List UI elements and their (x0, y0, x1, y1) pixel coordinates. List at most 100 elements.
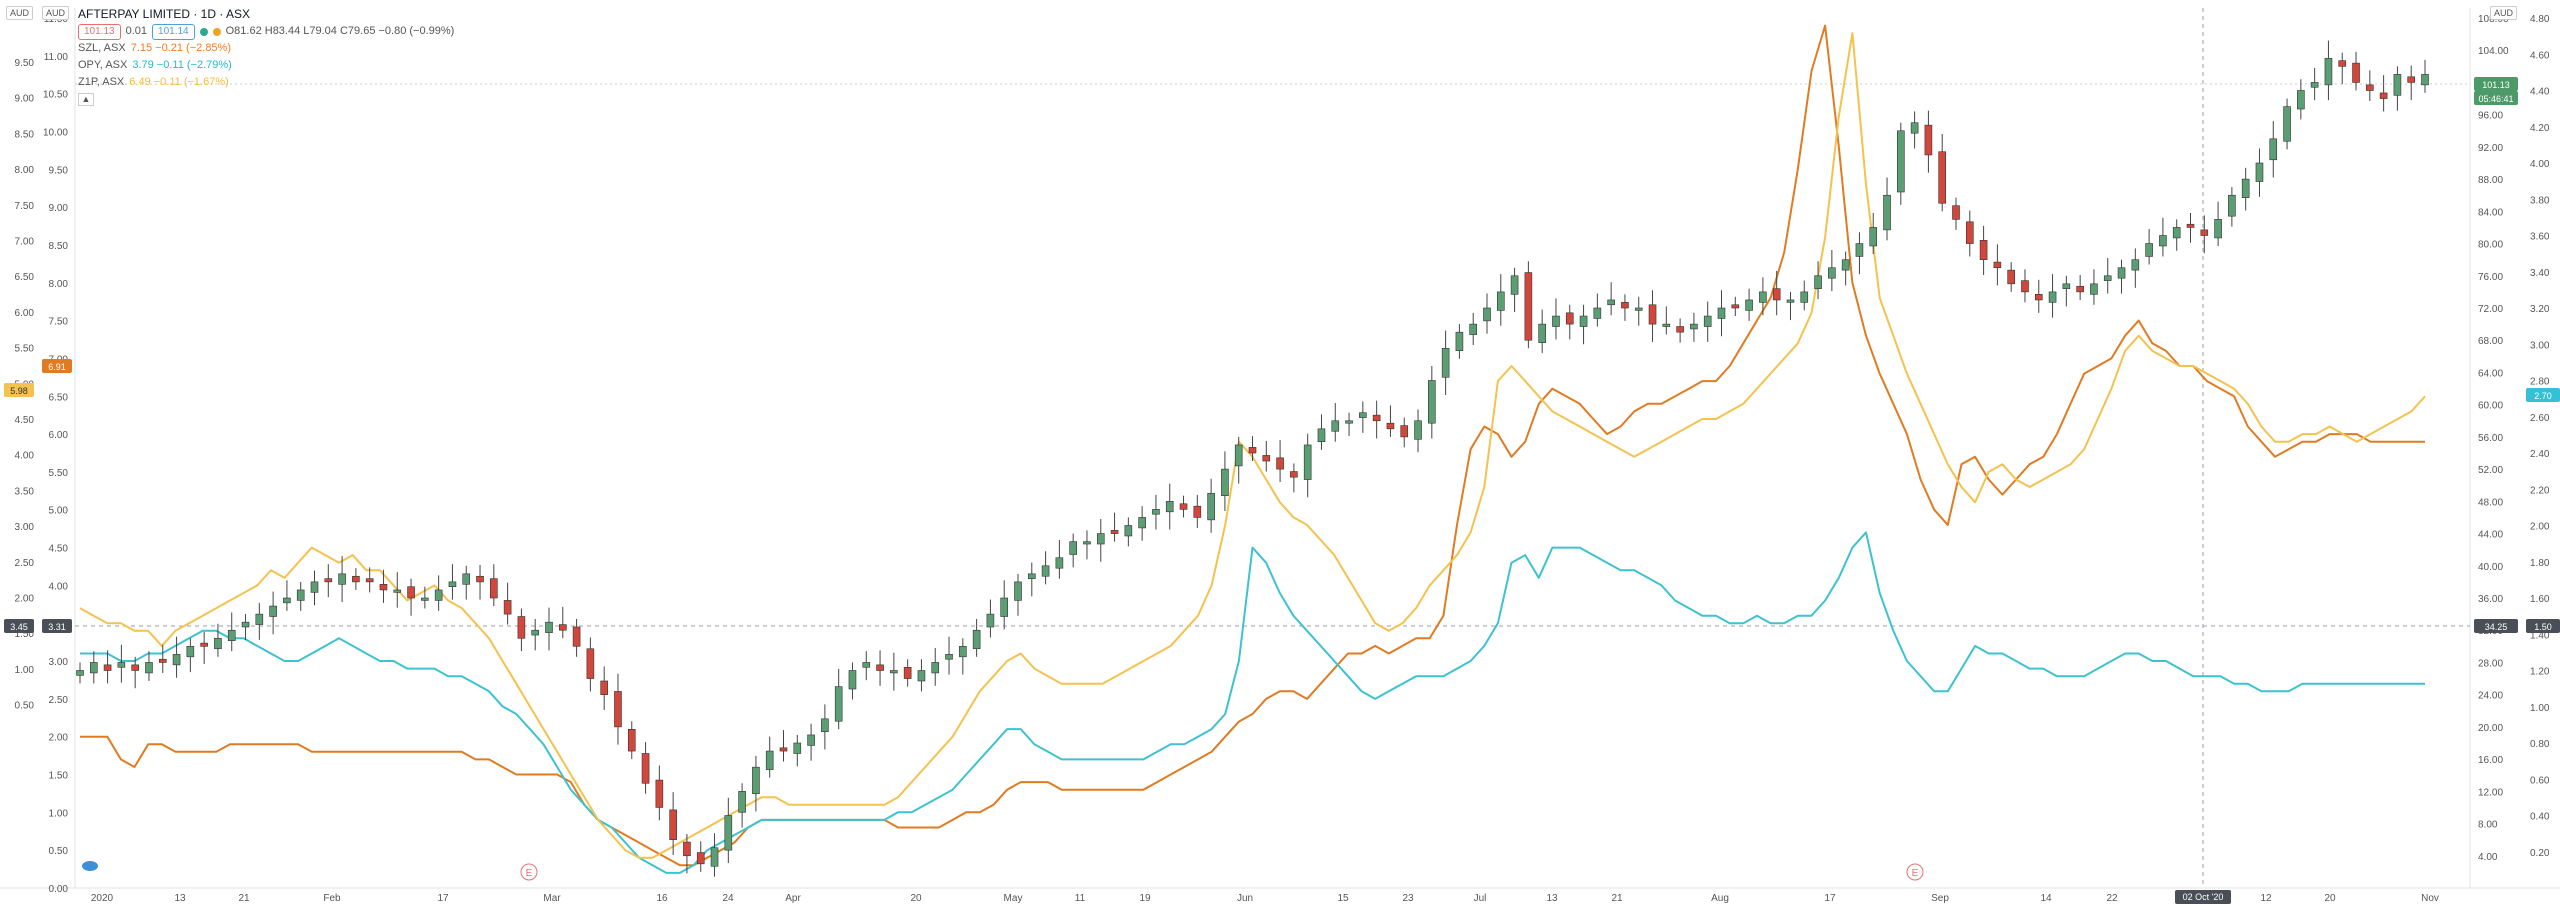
candle-body (710, 847, 719, 867)
time-axis-tick: 20 (2324, 893, 2336, 904)
compare-symbol: Z1P, ASX (78, 76, 125, 88)
left-szl-label: 6.91 (48, 362, 66, 372)
right-axis-tick: 16.00 (2478, 755, 2503, 766)
compare-value: 7.15 −0.21 (−2.85%) (130, 42, 231, 54)
candle-body (2200, 229, 2209, 236)
right-axis-tick: 56.00 (2478, 433, 2503, 444)
left-axis-tick: 4.00 (49, 581, 69, 592)
right-axis-tick: 88.00 (2478, 175, 2503, 186)
candle-body (283, 597, 291, 604)
candle-body (1510, 275, 1519, 295)
candle-body (600, 680, 608, 695)
time-axis-tick: 17 (437, 893, 449, 904)
right-axis-b-tick: 2.60 (2530, 413, 2550, 424)
left-axis-b-tick: 8.50 (15, 129, 35, 140)
left-z1p-label-bg (4, 383, 34, 397)
right-axis-b-tick: 1.60 (2530, 594, 2550, 605)
candle-body (1676, 326, 1684, 333)
right-axis-b-tick: 4.60 (2530, 50, 2550, 61)
time-axis-tick: 21 (1611, 893, 1623, 904)
left-axis-tick: 6.50 (49, 392, 69, 403)
candle-body (1234, 444, 1243, 467)
candle-body (2297, 90, 2305, 110)
right-axis-b-tick: 1.20 (2530, 667, 2550, 678)
left-axis-b-tick: 7.00 (15, 237, 35, 248)
candle-body (807, 734, 815, 746)
candle-body (200, 642, 208, 647)
left-axis-tick: 9.00 (49, 203, 69, 214)
left-axis-b-tick: 9.50 (15, 58, 35, 69)
right-axis-b-tick: 0.40 (2530, 812, 2550, 823)
candle-body (2090, 283, 2098, 295)
left-axis-tick: 10.50 (43, 90, 68, 101)
candle-body (1648, 304, 1657, 325)
right-axis-tick: 96.00 (2478, 111, 2503, 122)
left-axis-tick: 0.00 (49, 884, 69, 895)
spread-value: 0.01 (125, 25, 148, 37)
candle-body (2021, 280, 2029, 293)
candle-body (641, 753, 650, 784)
candle-body (765, 750, 774, 770)
candle-body (1331, 420, 1340, 432)
compare-row-2[interactable]: Z1P, ASX 6.49 −0.11 (−1.67%) (78, 74, 454, 91)
left-currency-label-2[interactable]: AUD (42, 6, 70, 20)
left-axis-b-tick: 9.00 (15, 94, 35, 105)
candle-body (1400, 425, 1409, 438)
compare-row-0[interactable]: SZL, ASX 7.15 −0.21 (−2.85%) (78, 40, 454, 57)
time-axis-tick: 23 (1402, 893, 1414, 904)
candle-body (1524, 272, 1533, 341)
right-currency-label[interactable]: AUD (2490, 6, 2518, 20)
left-axis-b-tick: 1.50 (15, 629, 35, 640)
candle-body (1441, 347, 1450, 378)
left-axis-b-tick: 0.50 (15, 701, 35, 712)
candle-body (2324, 57, 2333, 86)
earnings-marker-label: E (526, 868, 533, 879)
candle-body (1786, 299, 1795, 303)
chevron-up-icon[interactable]: ▲ (78, 93, 94, 106)
candle-body (2310, 82, 2319, 88)
left-axis-tick: 8.50 (49, 241, 69, 252)
candle-body (531, 629, 540, 636)
candle-body (476, 575, 484, 583)
candle-body (1179, 503, 1188, 510)
earnings-marker-label: E (1912, 868, 1919, 879)
right-axis-b-tick: 3.40 (2530, 268, 2550, 279)
time-axis-tick: 19 (1139, 893, 1151, 904)
left-z1p-label: 5.98 (10, 386, 28, 396)
candle-body (1841, 259, 1850, 271)
candle-body (379, 584, 388, 591)
candle-body (1317, 428, 1326, 443)
candle-body (2103, 275, 2112, 281)
time-axis-tick: May (1004, 893, 1023, 904)
right-axis-tick: 12.00 (2478, 787, 2503, 798)
candle-body (255, 613, 264, 625)
candle-body (752, 766, 760, 795)
symbol-title[interactable]: AFTERPAY LIMITED · 1D · ASX (78, 7, 251, 21)
bid-price-box[interactable]: 101.13 (78, 23, 121, 40)
candle-body (1552, 315, 1560, 327)
candle-body (1800, 291, 1809, 303)
left-axis-b-tick: 4.50 (15, 415, 35, 426)
compare-row-1[interactable]: OPY, ASX 3.79 −0.11 (−2.79%) (78, 57, 454, 74)
left-axis-tick: 5.50 (49, 468, 69, 479)
candle-body (1014, 581, 1022, 601)
candle-body (738, 791, 746, 813)
candle-body (2241, 178, 2250, 198)
time-axis-tick: 24 (722, 893, 734, 904)
candle-body (1110, 530, 1119, 534)
candle-body (1455, 331, 1464, 351)
time-axis-tick: 22 (2106, 893, 2118, 904)
time-axis-tick: 17 (1824, 893, 1836, 904)
candle-body (1897, 130, 1905, 193)
right-axis-b-tick: 4.20 (2530, 123, 2550, 134)
left-axis-tick: 2.50 (49, 695, 69, 706)
left-currency-label-1[interactable]: AUD (6, 6, 34, 20)
candle-body (2393, 74, 2402, 96)
candle-body (1965, 221, 1974, 244)
time-axis-tick: Sep (1931, 893, 1949, 904)
candle-body (490, 578, 498, 599)
left-axis-tick: 11.00 (44, 52, 69, 63)
candle-body (462, 573, 471, 585)
ask-price-box[interactable]: 101.14 (152, 23, 195, 40)
